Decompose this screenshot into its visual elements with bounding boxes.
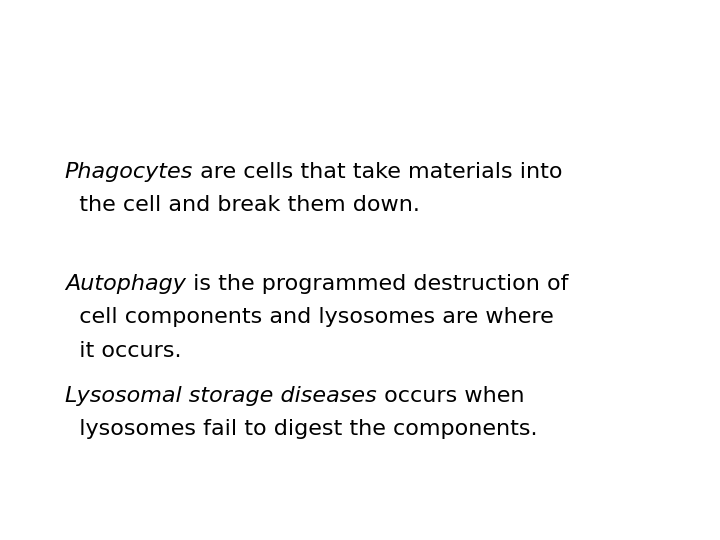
Text: it occurs.: it occurs. xyxy=(65,341,181,361)
Text: are cells that take materials into: are cells that take materials into xyxy=(193,161,562,181)
Text: Concept 4.3 Eukaryotic Cells Have a Nucleus and Other
Membrane-Bound Compartment: Concept 4.3 Eukaryotic Cells Have a Nucl… xyxy=(9,21,570,65)
Text: is the programmed destruction of: is the programmed destruction of xyxy=(186,274,568,294)
Text: occurs when: occurs when xyxy=(377,386,524,406)
Text: the cell and break them down.: the cell and break them down. xyxy=(65,195,420,215)
Text: lysosomes fail to digest the components.: lysosomes fail to digest the components. xyxy=(65,420,537,440)
Text: cell components and lysosomes are where: cell components and lysosomes are where xyxy=(65,307,554,327)
Text: Autophagy: Autophagy xyxy=(65,274,186,294)
Text: Phagocytes: Phagocytes xyxy=(65,161,193,181)
Text: Lysosomal storage diseases: Lysosomal storage diseases xyxy=(65,386,377,406)
